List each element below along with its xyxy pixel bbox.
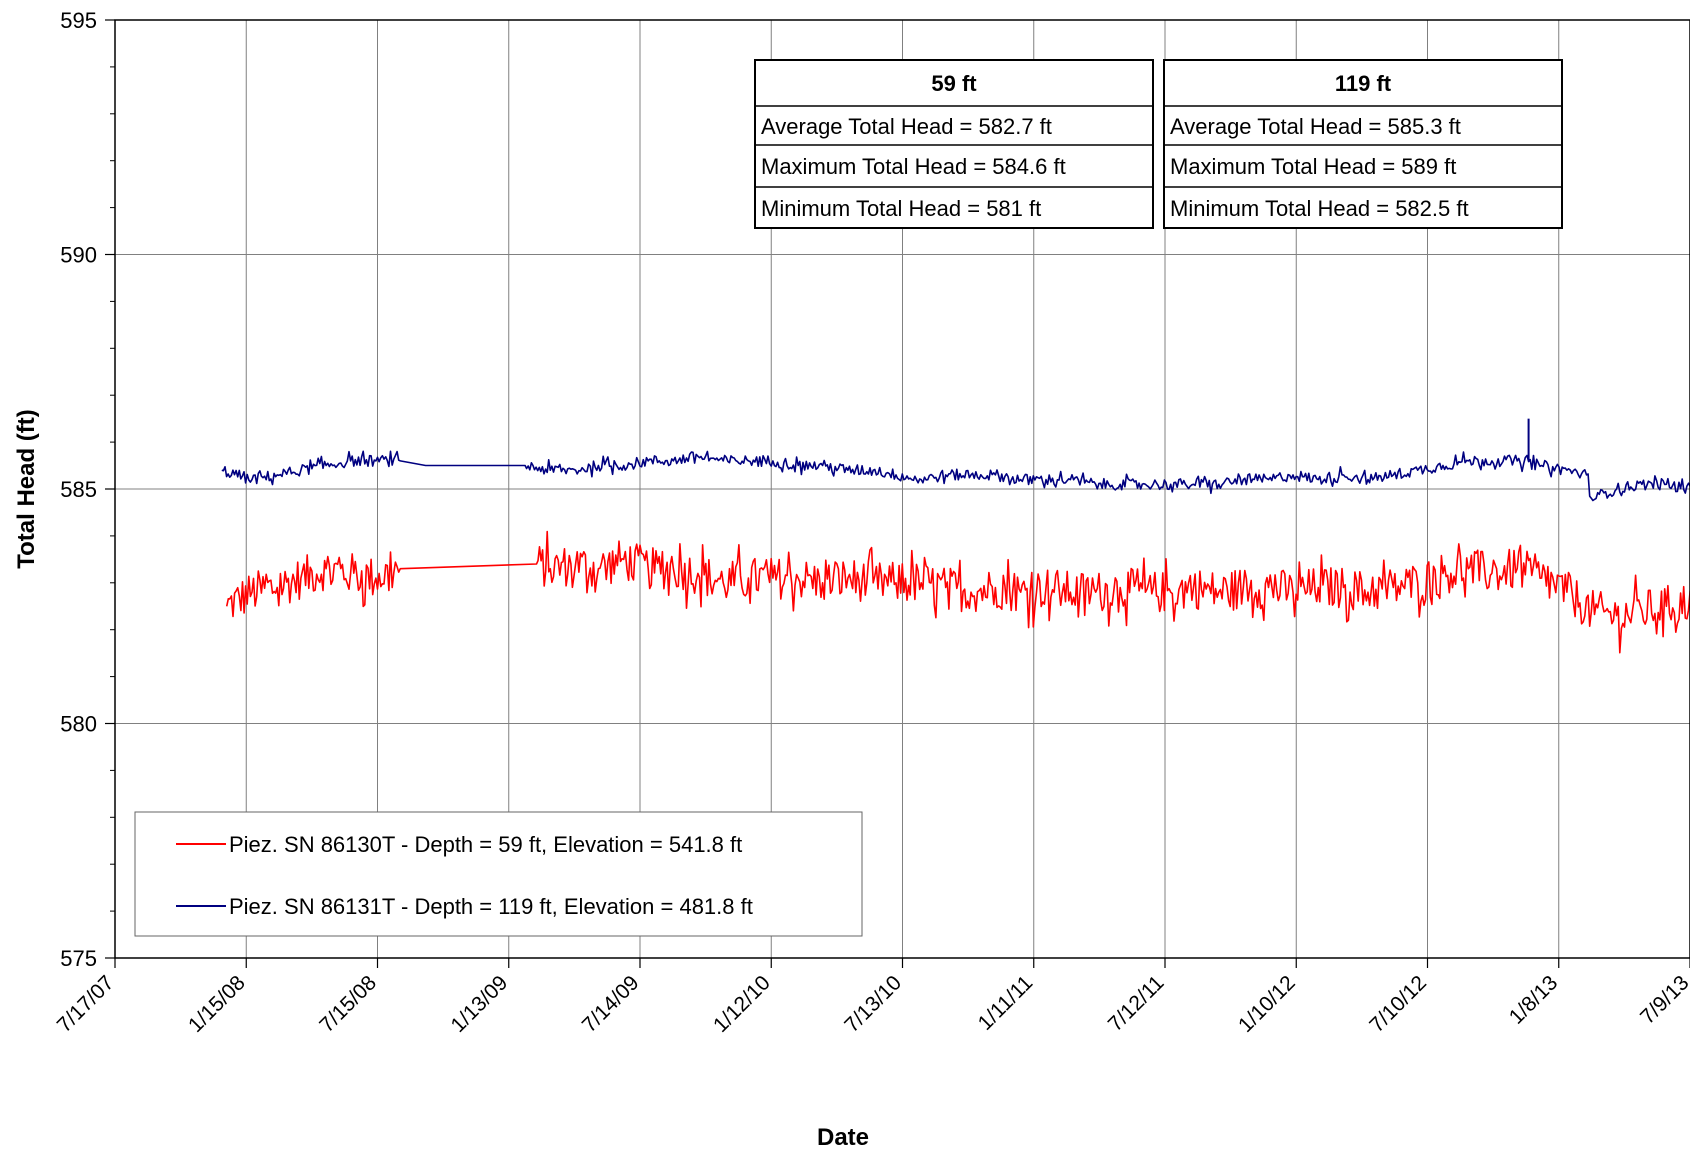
y-tick-label: 580 bbox=[60, 712, 97, 737]
x-tick-label: 7/14/09 bbox=[578, 971, 644, 1037]
series-line-0 bbox=[225, 530, 1690, 654]
y-tick-label: 585 bbox=[60, 477, 97, 502]
y-tick-label: 595 bbox=[60, 8, 97, 33]
stats-row: Maximum Total Head = 584.6 ft bbox=[761, 154, 1066, 179]
stats-table-border bbox=[754, 59, 1154, 229]
x-tick-label: 7/10/12 bbox=[1365, 971, 1431, 1037]
x-tick-label: 7/17/07 bbox=[53, 971, 119, 1037]
y-tick-labels: 575 580 585 590 595 bbox=[60, 8, 115, 971]
x-axis-label: Date bbox=[817, 1124, 869, 1151]
x-tick-label: 7/15/08 bbox=[315, 971, 381, 1037]
legend: Piez. SN 86130T - Depth = 59 ft, Elevati… bbox=[134, 811, 863, 937]
y-tick-label: 590 bbox=[60, 243, 97, 268]
x-tick-labels: 7/17/07 1/15/08 7/15/08 1/13/09 7/14/09 1/12/… bbox=[53, 958, 1690, 1037]
legend-label-piez-86131t: Piez. SN 86131T - Depth = 119 ft, Elevat… bbox=[229, 894, 753, 919]
series-lines bbox=[221, 418, 1690, 654]
stats-header: 119 ft bbox=[1335, 71, 1392, 96]
x-tick-label: 1/15/08 bbox=[184, 971, 250, 1037]
x-tick-label: 1/12/10 bbox=[709, 971, 775, 1037]
series-line-1 bbox=[221, 450, 1690, 502]
stats-table-59-ft: 59 ft Average Total Head = 582.7 ft Maximu… bbox=[754, 59, 1154, 229]
x-tick-label: 1/10/12 bbox=[1234, 971, 1300, 1037]
y-axis-label: Total Head (ft) bbox=[13, 409, 40, 569]
stats-row: Minimum Total Head = 582.5 ft bbox=[1170, 196, 1469, 221]
stats-row: Maximum Total Head = 589 ft bbox=[1170, 154, 1456, 179]
x-tick-label: 7/13/10 bbox=[840, 971, 906, 1037]
stats-row: Average Total Head = 585.3 ft bbox=[1170, 114, 1461, 139]
y-tick-label: 575 bbox=[60, 946, 97, 971]
legend-box bbox=[134, 811, 863, 937]
stats-tables: 59 ft Average Total Head = 582.7 ft Maximu… bbox=[754, 59, 1563, 229]
legend-label-piez-86130t: Piez. SN 86130T - Depth = 59 ft, Elevati… bbox=[229, 832, 742, 857]
stats-row: Minimum Total Head = 581 ft bbox=[761, 196, 1041, 221]
x-tick-label: 1/13/09 bbox=[446, 971, 512, 1037]
stats-table-119-ft: 119 ft Average Total Head = 585.3 ft Maxim… bbox=[1163, 59, 1563, 229]
stats-header: 59 ft bbox=[931, 71, 977, 96]
x-tick-label: 1/8/13 bbox=[1505, 971, 1563, 1029]
stats-table-border bbox=[1163, 59, 1563, 229]
stats-row: Average Total Head = 582.7 ft bbox=[761, 114, 1052, 139]
x-tick-label: 7/9/13 bbox=[1636, 971, 1690, 1029]
x-tick-label: 1/11/11 bbox=[974, 971, 1038, 1035]
x-tick-label: 7/12/11 bbox=[1104, 971, 1169, 1036]
